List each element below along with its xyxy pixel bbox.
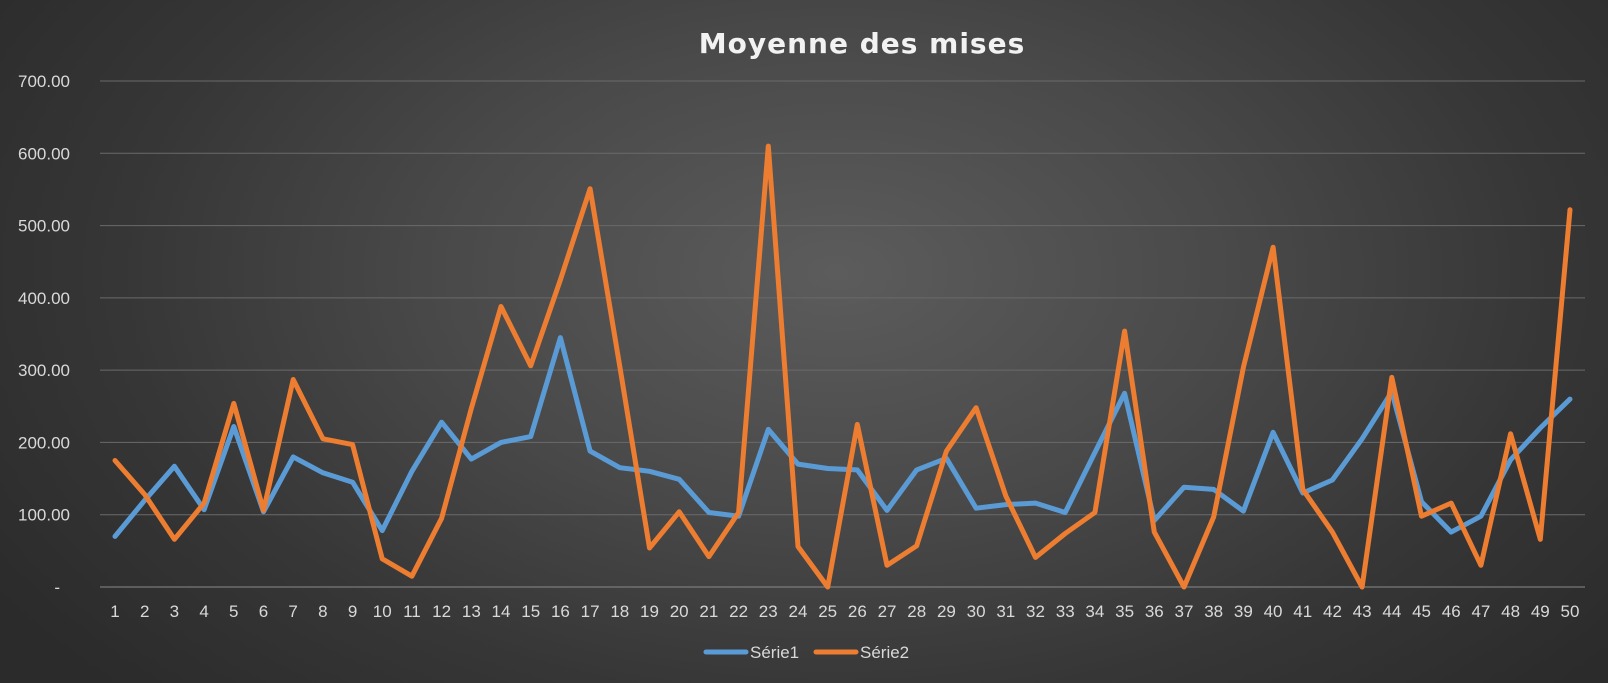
x-tick-label: 17	[581, 602, 600, 621]
x-tick-label: 8	[318, 602, 327, 621]
legend-label-serie2: Série2	[860, 643, 909, 662]
x-tick-label: 38	[1204, 602, 1223, 621]
y-tick-label: 100.00	[18, 506, 70, 525]
legend-label-serie1: Série1	[750, 643, 799, 662]
x-tick-label: 5	[229, 602, 238, 621]
y-tick-label: 700.00	[18, 72, 70, 91]
x-tick-label: 28	[907, 602, 926, 621]
y-tick-label: 600.00	[18, 144, 70, 163]
x-tick-label: 29	[937, 602, 956, 621]
x-tick-label: 47	[1471, 602, 1490, 621]
x-tick-label: 44	[1382, 602, 1401, 621]
x-tick-label: 43	[1353, 602, 1372, 621]
x-tick-label: 7	[288, 602, 297, 621]
x-tick-label: 20	[670, 602, 689, 621]
x-tick-label: 27	[878, 602, 897, 621]
x-tick-label: 46	[1442, 602, 1461, 621]
y-tick-label: 400.00	[18, 289, 70, 308]
legend: Série1 Série2	[703, 643, 909, 662]
series-line-2	[112, 143, 1573, 590]
x-tick-label: 14	[492, 602, 511, 621]
x-tick-label: 2	[140, 602, 149, 621]
x-tick-label: 24	[788, 602, 807, 621]
series-lines	[112, 143, 1573, 590]
series-line-1	[112, 335, 1573, 539]
x-tick-label: 18	[610, 602, 629, 621]
x-tick-label: 36	[1145, 602, 1164, 621]
x-tick-label: 26	[848, 602, 867, 621]
x-tick-label: 10	[373, 602, 392, 621]
x-tick-label: 3	[170, 602, 179, 621]
x-tick-label: 31	[996, 602, 1015, 621]
x-tick-label: 30	[967, 602, 986, 621]
x-tick-label: 49	[1531, 602, 1550, 621]
x-tick-label: 15	[521, 602, 540, 621]
x-tick-label: 34	[1085, 602, 1104, 621]
y-tick-label: 500.00	[18, 217, 70, 236]
y-tick-label: 200.00	[18, 433, 70, 452]
x-tick-label: 41	[1293, 602, 1312, 621]
x-tick-label: 40	[1264, 602, 1283, 621]
x-tick-label: 23	[759, 602, 778, 621]
x-tick-label: 21	[699, 602, 718, 621]
chart-title: Moyenne des mises	[699, 27, 1026, 60]
x-tick-label: 1	[110, 602, 119, 621]
x-tick-label: 42	[1323, 602, 1342, 621]
x-tick-label: 37	[1175, 602, 1194, 621]
x-tick-label: 48	[1501, 602, 1520, 621]
x-tick-label: 12	[432, 602, 451, 621]
y-axis-tick-labels: - 100.00 200.00 300.00 400.00 500.00 600.00 700…	[18, 72, 70, 597]
y-tick-label: -	[54, 578, 60, 597]
x-tick-label: 35	[1115, 602, 1134, 621]
x-tick-label: 19	[640, 602, 659, 621]
x-tick-label: 9	[348, 602, 357, 621]
x-tick-label: 32	[1026, 602, 1045, 621]
x-tick-label: 39	[1234, 602, 1253, 621]
y-tick-label: 300.00	[18, 361, 70, 380]
x-tick-label: 6	[259, 602, 268, 621]
x-tick-label: 16	[551, 602, 570, 621]
x-tick-label: 13	[462, 602, 481, 621]
x-axis-tick-labels: 1 2 3 4 5 6 7 8 9 10 11 12 13 14 15 16 17 18 19 20 21 22 23 24 2…	[110, 602, 1579, 621]
x-tick-label: 4	[199, 602, 208, 621]
x-tick-label: 25	[818, 602, 837, 621]
x-tick-label: 50	[1561, 602, 1580, 621]
x-tick-label: 33	[1056, 602, 1075, 621]
x-tick-label: 45	[1412, 602, 1431, 621]
x-tick-label: 11	[403, 602, 421, 621]
x-tick-label: 22	[729, 602, 748, 621]
